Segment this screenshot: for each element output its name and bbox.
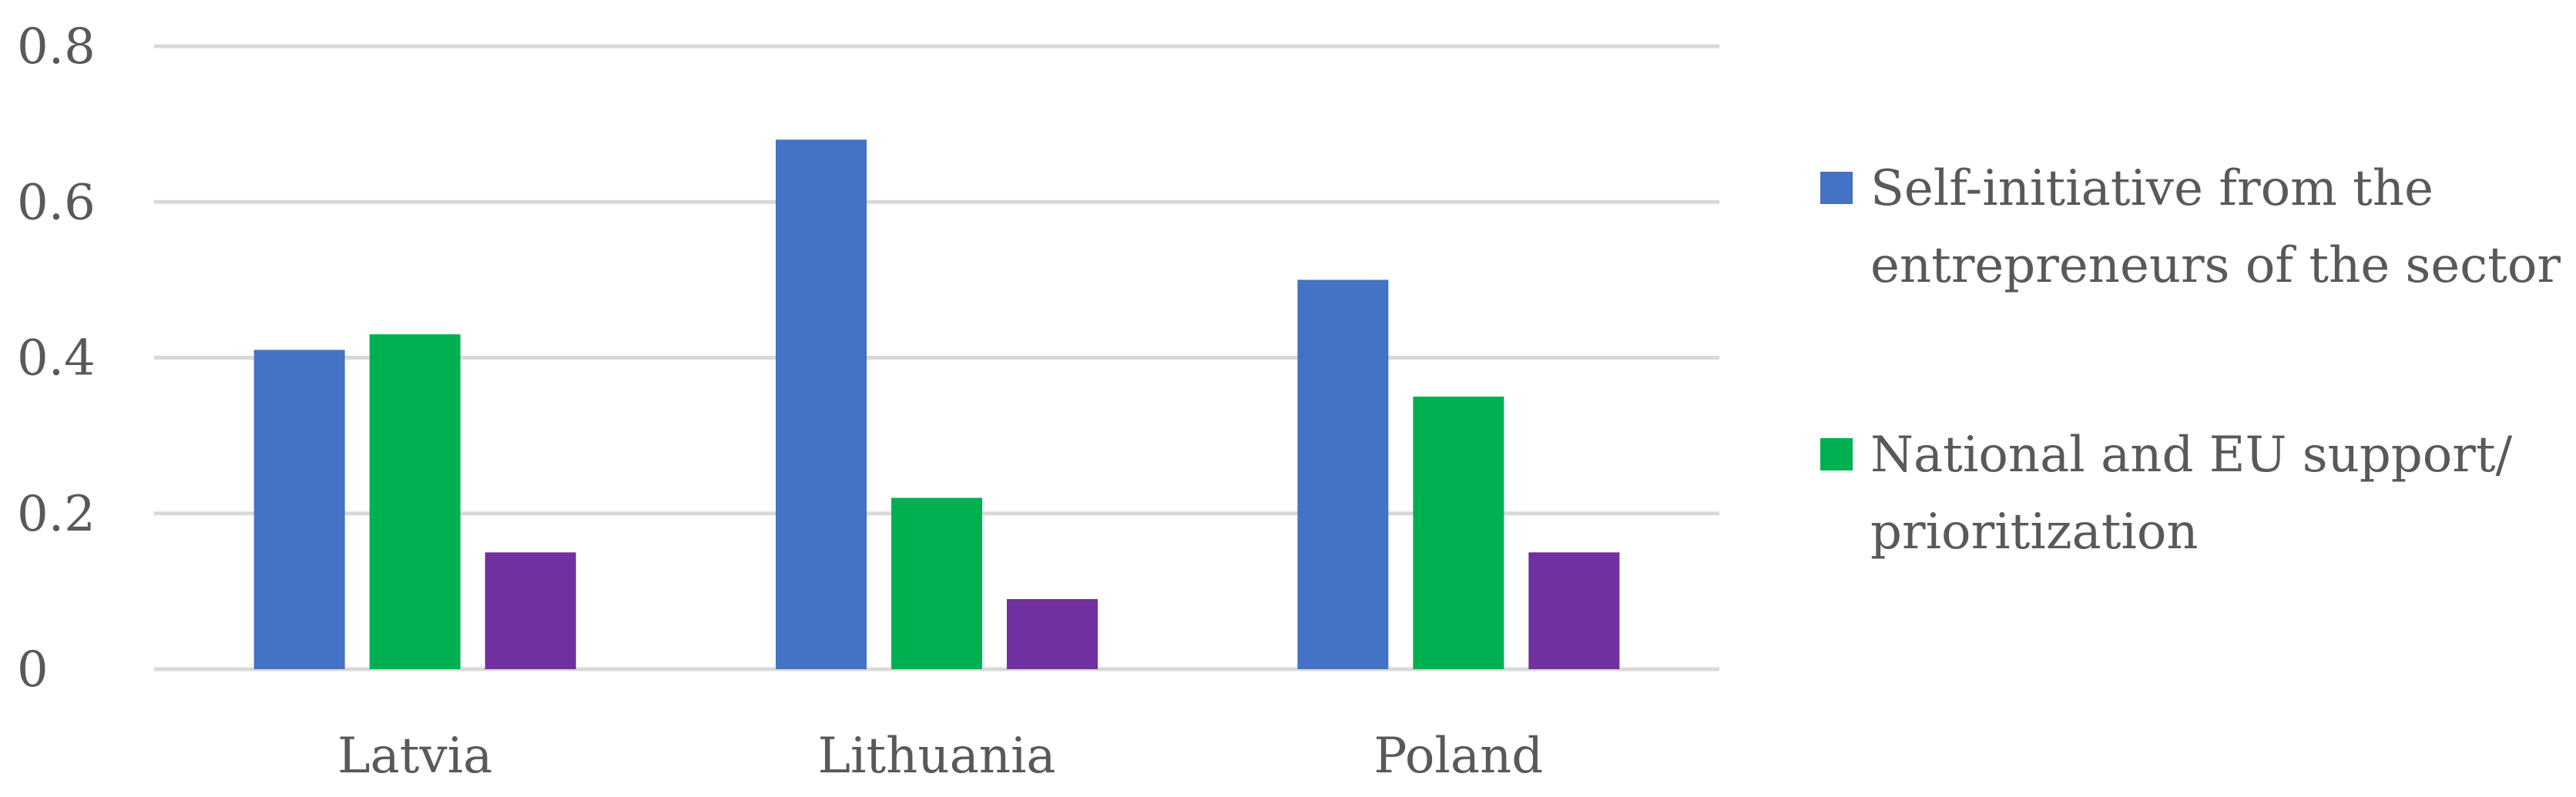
bar-poland-series-2 <box>1413 397 1504 669</box>
category-label: Latvia <box>337 728 492 785</box>
bar-latvia-series-1 <box>253 350 345 669</box>
y-tick-label: 0.8 <box>17 18 96 75</box>
legend-label: National and EU support/ <box>1870 427 2513 484</box>
bar-poland-series-1 <box>1297 280 1389 669</box>
y-tick-label: 0.4 <box>17 330 96 387</box>
bar-lithuania-series-2 <box>891 497 982 669</box>
legend-swatch <box>1820 172 1853 204</box>
y-tick-label: 0 <box>17 641 49 698</box>
bar-lithuania-series-1 <box>776 139 867 670</box>
y-tick-label: 0.2 <box>17 486 96 543</box>
category-labels: Latvia Lithuania Poland <box>337 728 1543 785</box>
bar-latvia-series-3 <box>485 552 576 669</box>
legend-label: entrepreneurs of the sector <box>1870 237 2561 294</box>
y-axis-ticks: 0 0.2 0.4 0.6 0.8 <box>17 18 96 698</box>
legend-label: Self-initiative from the <box>1870 160 2433 217</box>
bar-poland-series-3 <box>1528 552 1620 669</box>
bar-lithuania-series-3 <box>1007 598 1098 669</box>
legend-label: prioritization <box>1870 504 2199 561</box>
category-label: Lithuania <box>817 728 1055 785</box>
category-label: Poland <box>1374 728 1543 785</box>
bar-latvia-series-2 <box>369 334 461 669</box>
legend: Self-initiative from the entrepreneurs of… <box>1820 160 2561 561</box>
bars <box>253 139 1620 670</box>
y-tick-label: 0.6 <box>17 174 96 231</box>
legend-swatch <box>1820 438 1853 470</box>
